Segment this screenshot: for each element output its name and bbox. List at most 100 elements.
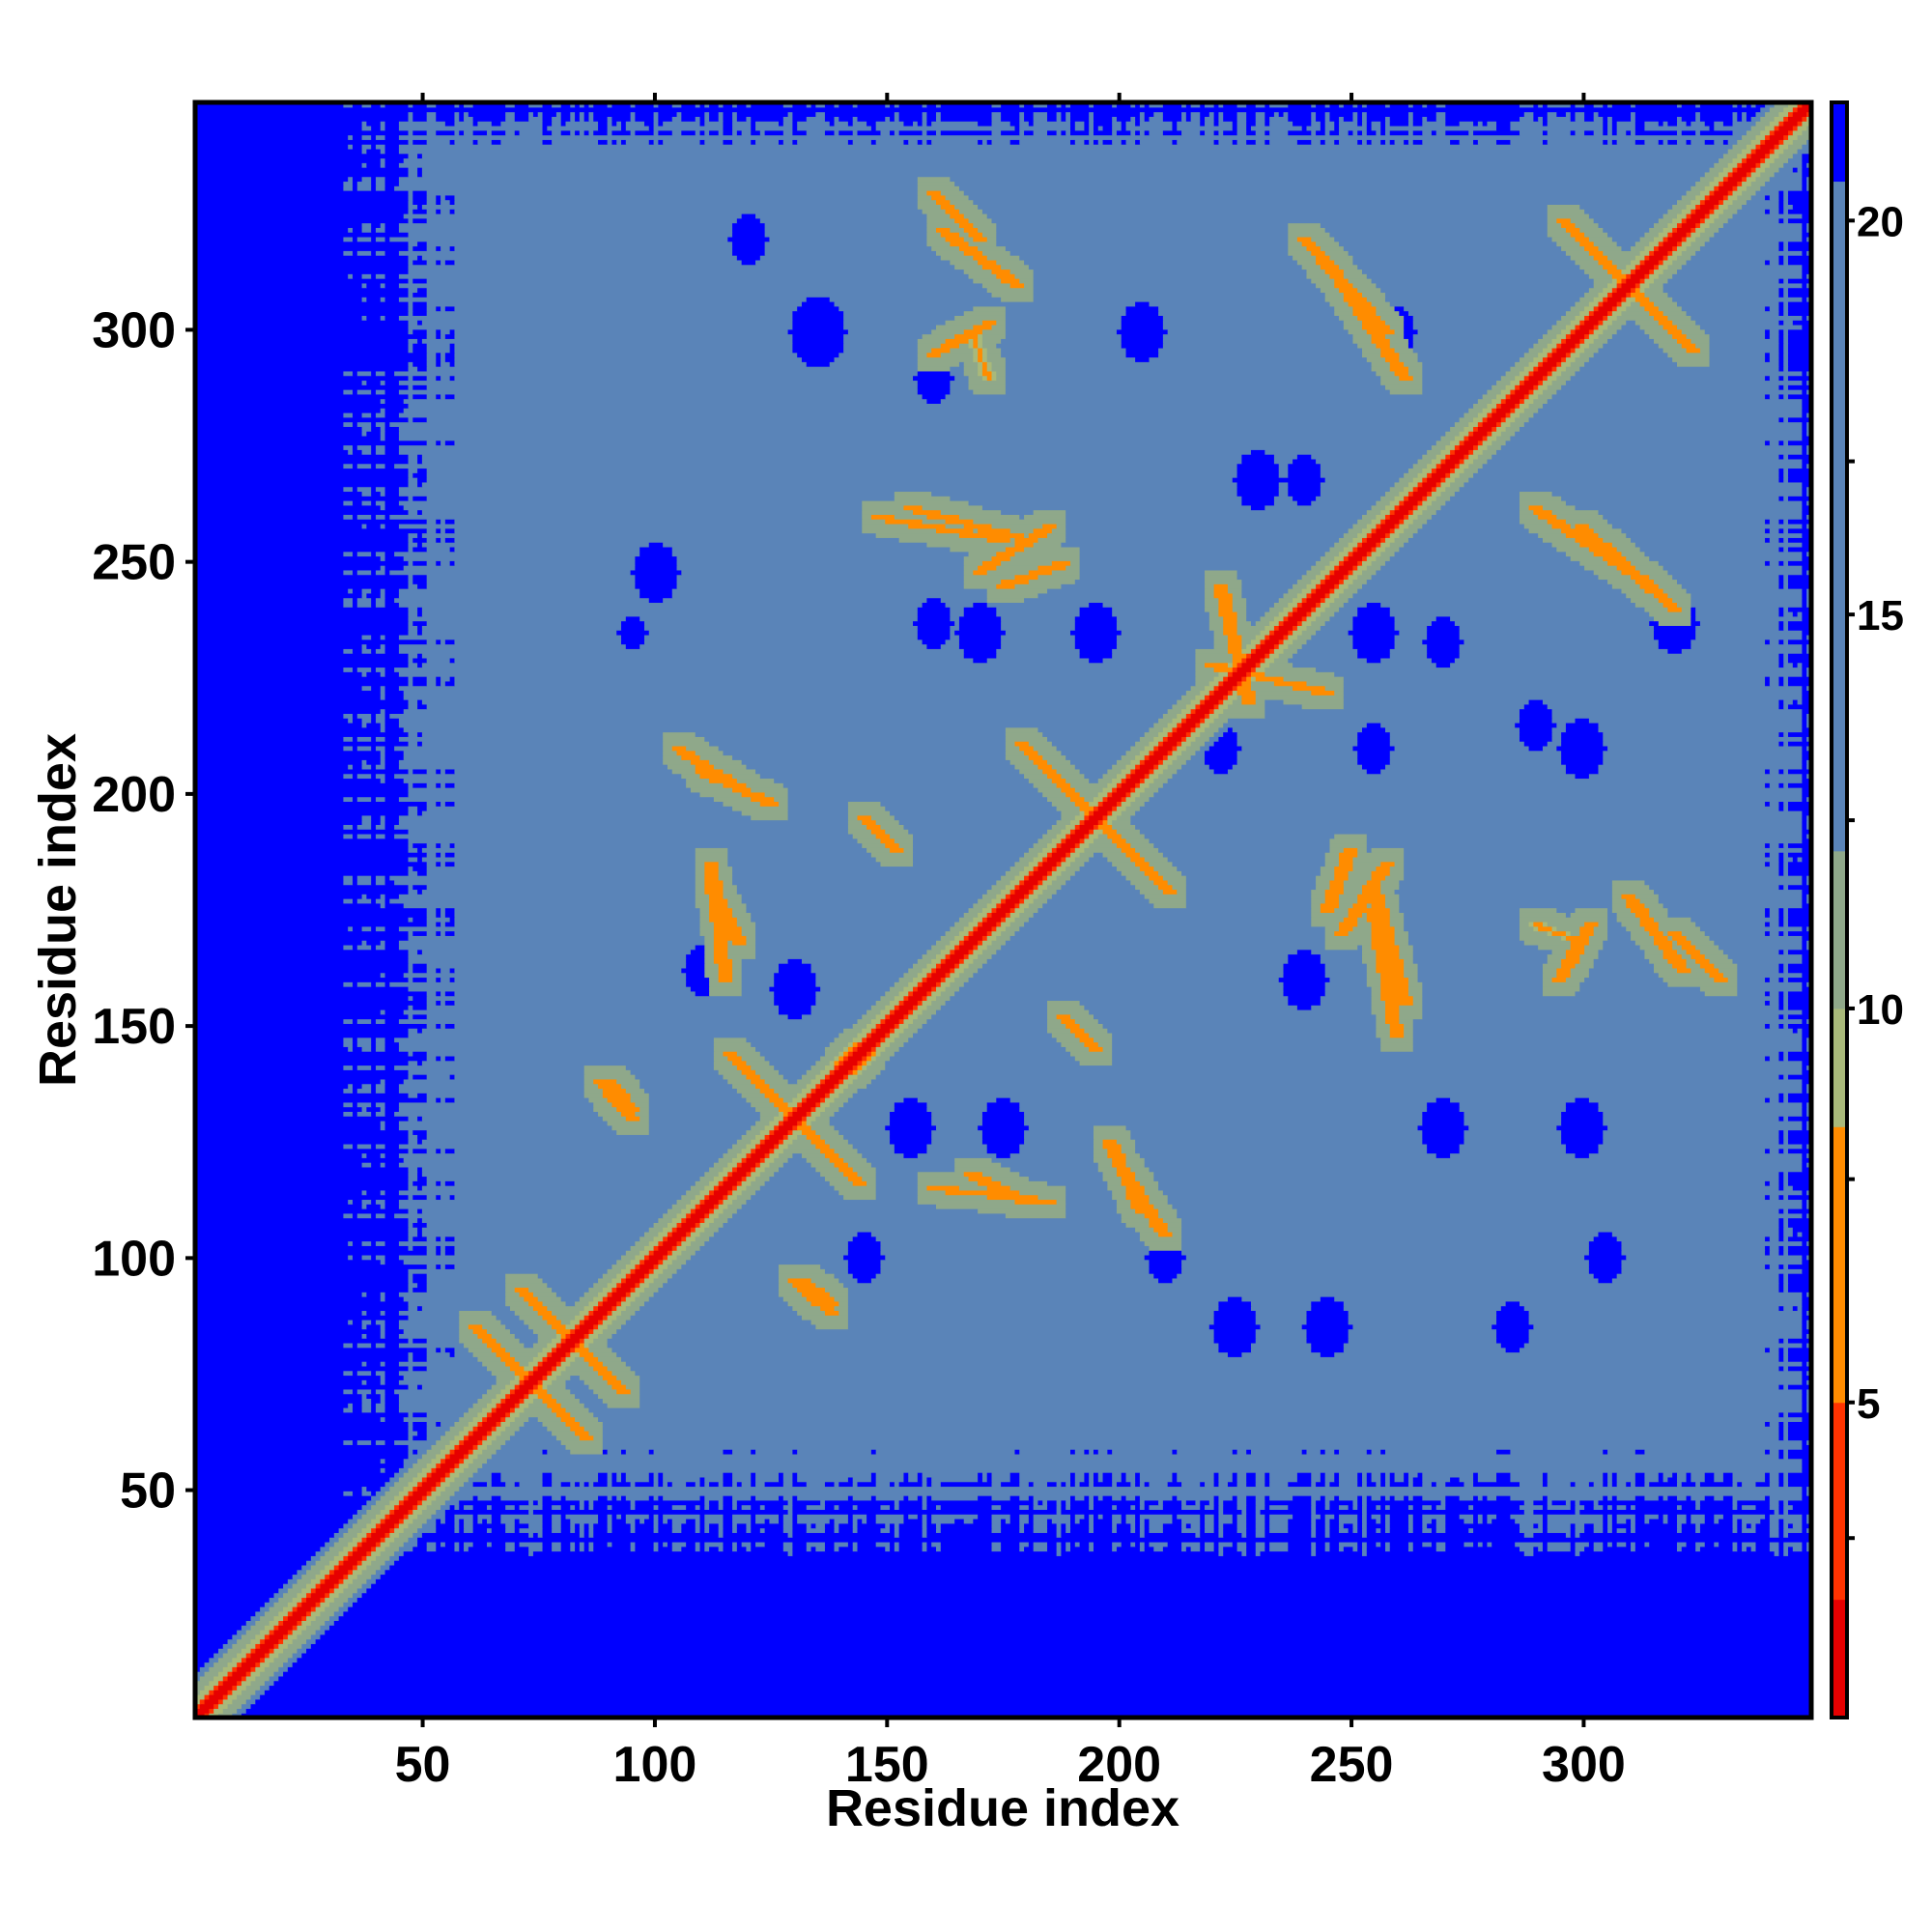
heatmap-cell-run [1139,1546,1146,1552]
heatmap-cell-run [769,1097,784,1103]
heatmap-cell-run [621,1111,636,1117]
heatmap-cell-run [1070,1495,1076,1501]
heatmap-cell-run [1714,1514,1724,1520]
heatmap-cell-run [348,1199,354,1205]
heatmap-cell-run [542,1398,557,1404]
heatmap-cell-run [491,1310,516,1316]
heatmap-cell-run [779,1273,836,1279]
heatmap-cell-run [1593,1527,1604,1533]
heatmap-cell-run [1065,1194,1113,1201]
heatmap-cell-run [1112,1055,1766,1062]
heatmap-cell-run [417,1028,423,1034]
heatmap-cell-run [245,1643,256,1649]
heatmap-cell-run [713,953,728,959]
heatmap-cell-run [426,1282,506,1289]
heatmap-cell-run [575,1416,599,1422]
heatmap-cell-run [1236,1499,1247,1506]
heatmap-cell-run [583,1333,590,1339]
heatmap-cell-run [1681,1522,1696,1529]
heatmap-cell-run [583,1315,590,1321]
heatmap-cell-run [820,1111,836,1117]
heatmap-cell-run [380,972,386,979]
heatmap-cell-run [384,1569,1812,1576]
heatmap-cell-run [283,1638,294,1644]
heatmap-cell-run [1792,1522,1804,1529]
heatmap-cell-run [454,1148,728,1154]
heatmap-cell-run [542,1541,553,1548]
heatmap-cell-run [913,977,923,982]
heatmap-cell-run [1218,1476,1234,1483]
heatmap-cell-run [1482,1514,1489,1520]
heatmap-cell-run [621,1323,816,1330]
heatmap-cell-run [217,1657,233,1663]
heatmap-cell-run [1778,1453,1784,1460]
heatmap-cell-run [222,1666,233,1672]
heatmap-cell-run [366,1379,382,1385]
heatmap-cell-run [774,1157,789,1163]
heatmap-cell-run [371,1083,377,1090]
heatmap-cell-run [898,1046,1066,1052]
heatmap-cell-run [1463,1120,1562,1126]
heatmap-cell-run [195,1143,344,1150]
heatmap-cell-run [894,995,905,1002]
heatmap-cell-run [1412,1032,1804,1038]
heatmap-cell-run [1695,1546,1701,1552]
heatmap-cell-run [343,1088,354,1094]
heatmap-cell-run [361,1254,372,1261]
heatmap-cell-run [1463,1541,1474,1548]
heatmap-cell-run [940,1527,993,1533]
heatmap-cell-run [630,1245,645,1251]
heatmap-cell-run [755,1495,780,1501]
heatmap-cell-run [1778,1472,1784,1478]
heatmap-cell-run [704,1240,849,1246]
heatmap-cell-run [1366,1550,1525,1556]
heatmap-cell-run [917,958,932,964]
heatmap-cell-run [1407,1546,1414,1552]
heatmap-cell-run [922,1495,927,1501]
heatmap-cell-run [195,1472,395,1478]
heatmap-cell-run [1102,1046,1113,1052]
heatmap-cell-run [1167,1199,1804,1205]
heatmap-cell-run [412,977,428,982]
heatmap-cell-run [1380,1495,1386,1501]
heatmap-cell-run [264,1652,270,1659]
heatmap-cell-run [1316,1504,1326,1511]
heatmap-cell-run [926,1527,937,1533]
heatmap-cell-run [250,1680,266,1687]
heatmap-cell-run [213,1685,219,1690]
heatmap-cell-run [1181,1240,1590,1246]
heatmap-cell-run [1417,1124,1469,1131]
heatmap-cell-run [384,1088,400,1094]
heatmap-cell-run [1074,1495,1085,1501]
heatmap-cell-run [297,1648,307,1654]
heatmap-cell-run [1384,1541,1391,1548]
heatmap-cell-run [366,1509,382,1515]
heatmap-cell-run [598,1476,609,1483]
heatmap-cell-run [1765,1180,1771,1186]
heatmap-cell-run [1339,1527,1350,1533]
heatmap-cell-run [408,1287,413,1293]
heatmap-cell-run [1283,967,1326,974]
heatmap-cell-run [723,1495,733,1501]
heatmap-cell-run [1788,1023,1812,1029]
heatmap-cell-run [333,1587,344,1594]
heatmap-cell-run [1719,944,1804,951]
heatmap-cell-run [338,1592,354,1599]
heatmap-cell-run [575,1342,581,1349]
heatmap-cell-run [732,967,743,974]
heatmap-cell-run [1116,1171,1136,1178]
heatmap-cell-run [555,1375,571,1380]
heatmap-cell-run [436,990,441,997]
heatmap-cell-run [671,1227,678,1233]
heatmap-cell-run [519,1426,548,1432]
heatmap-cell-run [1788,1532,1812,1538]
heatmap-cell-run [986,1106,1020,1112]
heatmap-cell-run [449,1472,460,1478]
heatmap-cell-run [454,1264,613,1269]
heatmap-cell-run [1690,1518,1706,1524]
heatmap-cell-run [746,1037,836,1043]
heatmap-cell-run [408,1013,413,1020]
heatmap-cell-run [195,1662,206,1667]
heatmap-cell-run [1139,1152,1437,1158]
heatmap-cell-run [444,1236,456,1242]
